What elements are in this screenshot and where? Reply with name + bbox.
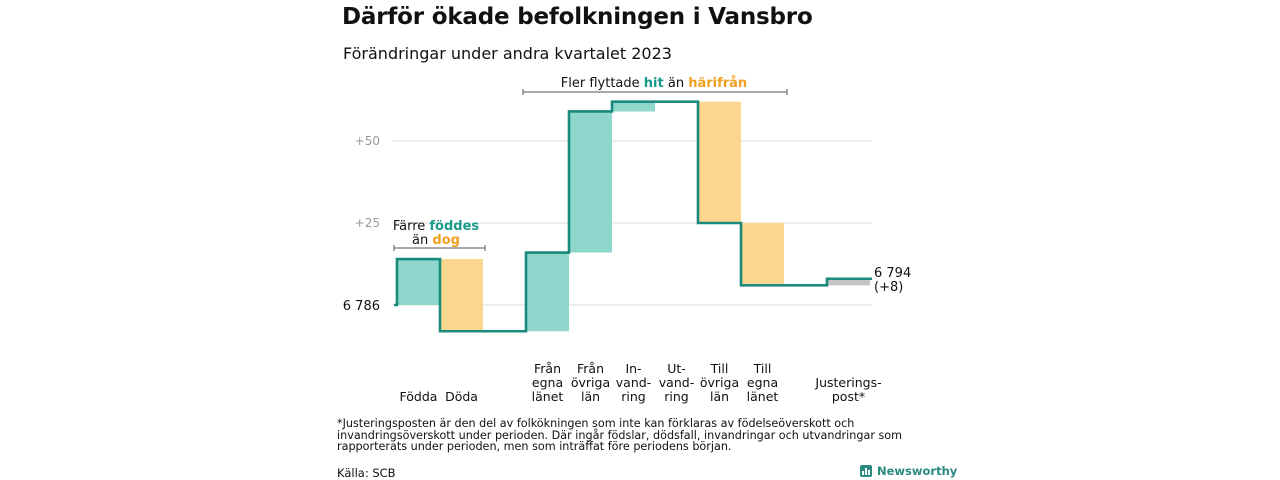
bar (741, 223, 784, 286)
bar-chart-logo-icon (860, 465, 872, 477)
bar (612, 101, 655, 112)
x-category-label: länet (747, 389, 779, 404)
x-category-label: Till (753, 361, 772, 376)
x-category-label: ring (621, 389, 645, 404)
births-annotation-line1: Färre föddes (393, 219, 480, 234)
x-category-label: egna (532, 375, 563, 390)
x-category-label: övriga (700, 375, 739, 390)
x-category-label: Från (577, 361, 604, 376)
x-category-label: Döda (445, 389, 478, 404)
x-category-label: Ut- (667, 361, 686, 376)
x-category-label: In- (625, 361, 641, 376)
brand-name: Newsworthy (877, 464, 958, 478)
end-value-label: 6 794 (874, 266, 911, 281)
x-category-label: egna (747, 375, 778, 390)
y-tick-label: +50 (355, 134, 380, 148)
running-total-line (394, 100, 872, 333)
chart-subtitle: Förändringar under andra kvartalet 2023 (343, 44, 672, 63)
x-category-label: Till (710, 361, 729, 376)
x-category-label: vand- (659, 375, 694, 390)
x-category-label: Födda (400, 389, 438, 404)
source-label: Källa: SCB (337, 466, 396, 480)
end-change-label: (+8) (874, 280, 903, 295)
chart-title: Därför ökade befolkningen i Vansbro (342, 4, 813, 30)
x-category-label: ring (664, 389, 688, 404)
x-category-label: län (710, 389, 729, 404)
start-value-label: 6 786 (343, 299, 380, 314)
x-category-label: Justerings- (814, 375, 881, 390)
x-category-label: post* (832, 389, 865, 404)
bar (569, 111, 612, 253)
bar (526, 252, 569, 332)
x-category-label: vand- (616, 375, 651, 390)
births-annotation-line2: än dog (412, 233, 460, 248)
y-tick-label: +25 (355, 216, 380, 230)
bar (698, 101, 741, 223)
bar (440, 259, 483, 332)
migration-annotation: Fler flyttade hit än härifrån (561, 76, 747, 91)
bar (397, 259, 440, 305)
bar (827, 278, 870, 286)
x-category-label: län (581, 389, 600, 404)
x-category-label: övriga (571, 375, 610, 390)
brand-logo: Newsworthy (860, 464, 957, 478)
x-category-label: länet (532, 389, 564, 404)
footnote: *Justeringsposten är den del av folkökni… (337, 417, 903, 453)
x-category-label: Från (534, 361, 561, 376)
